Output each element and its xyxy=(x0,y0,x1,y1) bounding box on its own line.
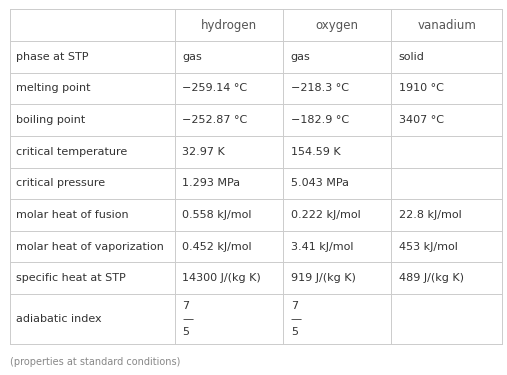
Text: critical temperature: critical temperature xyxy=(16,147,127,157)
Text: phase at STP: phase at STP xyxy=(16,52,89,62)
Text: gas: gas xyxy=(183,52,202,62)
Text: 3407 °C: 3407 °C xyxy=(399,115,444,125)
Text: 154.59 K: 154.59 K xyxy=(291,147,340,157)
Text: vanadium: vanadium xyxy=(417,19,476,32)
Text: 0.452 kJ/mol: 0.452 kJ/mol xyxy=(183,242,252,252)
Text: 14300 J/(kg K): 14300 J/(kg K) xyxy=(183,273,261,283)
Text: −252.87 °C: −252.87 °C xyxy=(183,115,248,125)
Text: −259.14 °C: −259.14 °C xyxy=(183,84,247,93)
Text: 489 J/(kg K): 489 J/(kg K) xyxy=(399,273,464,283)
Text: 0.558 kJ/mol: 0.558 kJ/mol xyxy=(183,210,252,220)
Text: 22.8 kJ/mol: 22.8 kJ/mol xyxy=(399,210,462,220)
Text: −218.3 °C: −218.3 °C xyxy=(291,84,349,93)
Text: critical pressure: critical pressure xyxy=(16,178,105,188)
Text: hydrogen: hydrogen xyxy=(201,19,257,32)
Text: adiabatic index: adiabatic index xyxy=(16,314,102,324)
Text: molar heat of fusion: molar heat of fusion xyxy=(16,210,129,220)
Text: 0.222 kJ/mol: 0.222 kJ/mol xyxy=(291,210,360,220)
Text: −182.9 °C: −182.9 °C xyxy=(291,115,349,125)
Text: 7: 7 xyxy=(291,301,298,311)
Text: 1.293 MPa: 1.293 MPa xyxy=(183,178,241,188)
Text: specific heat at STP: specific heat at STP xyxy=(16,273,126,283)
Text: 7: 7 xyxy=(183,301,190,311)
Text: melting point: melting point xyxy=(16,84,91,93)
Text: oxygen: oxygen xyxy=(316,19,358,32)
Text: molar heat of vaporization: molar heat of vaporization xyxy=(16,242,164,252)
Text: boiling point: boiling point xyxy=(16,115,86,125)
Text: 5: 5 xyxy=(183,327,190,337)
Text: solid: solid xyxy=(399,52,425,62)
Text: 919 J/(kg K): 919 J/(kg K) xyxy=(291,273,355,283)
Text: 3.41 kJ/mol: 3.41 kJ/mol xyxy=(291,242,353,252)
Text: 32.97 K: 32.97 K xyxy=(183,147,225,157)
Text: 5: 5 xyxy=(291,327,298,337)
Text: 5.043 MPa: 5.043 MPa xyxy=(291,178,349,188)
Text: (properties at standard conditions): (properties at standard conditions) xyxy=(10,357,180,367)
Text: 1910 °C: 1910 °C xyxy=(399,84,444,93)
Text: —: — xyxy=(183,314,194,324)
Text: gas: gas xyxy=(291,52,310,62)
Text: —: — xyxy=(291,314,302,324)
Text: 453 kJ/mol: 453 kJ/mol xyxy=(399,242,458,252)
